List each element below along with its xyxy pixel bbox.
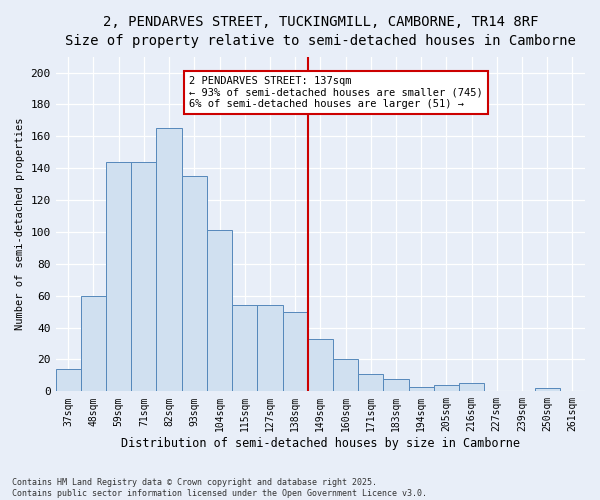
Bar: [182, 176, 207, 392]
Text: Contains HM Land Registry data © Crown copyright and database right 2025.
Contai: Contains HM Land Registry data © Crown c…: [12, 478, 427, 498]
Bar: [207, 230, 232, 392]
Bar: [56, 369, 81, 392]
Bar: [257, 306, 283, 392]
Bar: [308, 338, 333, 392]
Bar: [232, 306, 257, 392]
Bar: [434, 385, 459, 392]
Bar: [283, 312, 308, 392]
Bar: [535, 388, 560, 392]
Bar: [383, 378, 409, 392]
Bar: [131, 162, 157, 392]
Title: 2, PENDARVES STREET, TUCKINGMILL, CAMBORNE, TR14 8RF
Size of property relative t: 2, PENDARVES STREET, TUCKINGMILL, CAMBOR…: [65, 15, 576, 48]
Bar: [81, 296, 106, 392]
Bar: [459, 384, 484, 392]
X-axis label: Distribution of semi-detached houses by size in Camborne: Distribution of semi-detached houses by …: [121, 437, 520, 450]
Bar: [333, 360, 358, 392]
Y-axis label: Number of semi-detached properties: Number of semi-detached properties: [15, 118, 25, 330]
Bar: [409, 386, 434, 392]
Text: 2 PENDARVES STREET: 137sqm
← 93% of semi-detached houses are smaller (745)
6% of: 2 PENDARVES STREET: 137sqm ← 93% of semi…: [189, 76, 483, 109]
Bar: [358, 374, 383, 392]
Bar: [157, 128, 182, 392]
Bar: [106, 162, 131, 392]
